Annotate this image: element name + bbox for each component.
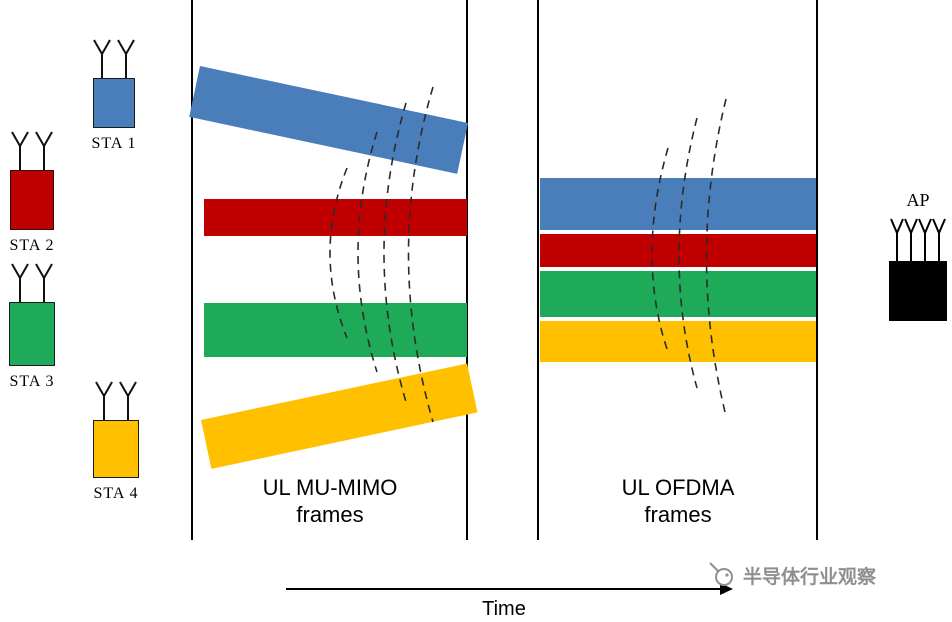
mu-mimo-frame-sta3 [204,303,467,357]
watermark: 半导体行业观察 [706,560,876,590]
station-box [10,170,54,230]
ap-box [889,261,947,321]
ofdma-title-line1: UL OFDMA [621,475,735,500]
time-axis-line [286,588,722,590]
station-sta2: STA 2 [2,128,62,255]
panel-boundary-line [537,0,539,540]
panel-boundary-line [466,0,468,540]
time-axis-label: Time [482,598,526,620]
watermark-text: 半导体行业观察 [743,566,877,588]
ap-antenna-icon [890,218,946,261]
ofdma-frame-sta3 [540,271,816,317]
station-box [93,78,135,128]
ofdma-frame-sta1 [540,178,816,230]
mu-mimo-frame-sta2 [204,199,467,236]
mu-mimo-frame-sta1 [189,66,469,174]
mu-mimo-title-line1: UL MU-MIMO [262,475,398,500]
station-box [9,302,55,366]
access-point: AP [884,190,952,321]
station-sta3: STA 3 [2,260,62,391]
antenna-icon [93,39,135,78]
antenna-icon [11,131,53,170]
station-label: STA 3 [9,373,55,390]
antenna-icon [95,381,137,420]
station-label: STA 2 [9,237,55,254]
station-sta1: STA 1 [84,36,144,153]
panel-boundary-line [191,0,193,540]
antenna-icon [11,263,53,302]
station-box [93,420,139,478]
ofdma-frame-sta2 [540,234,816,267]
ofdma-title: UL OFDMA frames [538,474,818,528]
station-label: STA 1 [91,135,137,152]
watermark-logo-icon [709,562,733,586]
station-label: STA 4 [93,485,139,502]
mu-mimo-title-line2: frames [296,502,364,527]
ofdma-title-line2: frames [644,502,712,527]
time-axis-arrowhead [720,583,733,595]
mu-mimo-frame-sta4 [201,363,478,469]
ofdma-frame-sta4 [540,321,816,362]
station-sta4: STA 4 [86,378,146,503]
mu-mimo-title: UL MU-MIMO frames [192,474,468,528]
panel-boundary-line [816,0,818,540]
ap-label: AP [906,190,930,210]
